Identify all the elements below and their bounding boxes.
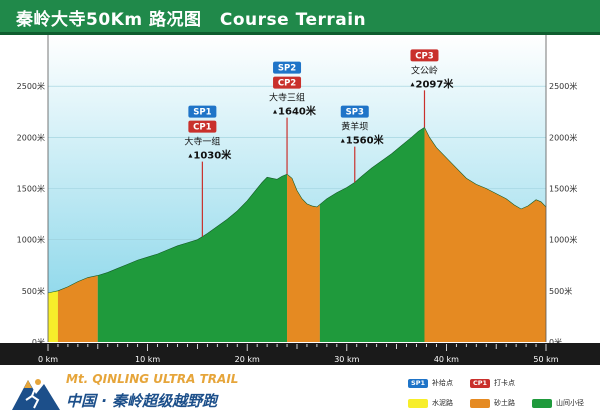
elevation-triangle-icon: [340, 138, 345, 143]
marker-badge: [410, 49, 439, 62]
marker-badge-label: SP3: [346, 108, 364, 118]
y-tick-label-right: 1000米: [549, 235, 577, 245]
axes: 0米 0米 500米 500米 1000米 1000米 1500米 1500米 2000米 200…: [0, 35, 600, 365]
x-tick-label: 50 km: [533, 355, 558, 364]
marker-elevation: 1640米: [278, 105, 317, 118]
legend-cp: CP1 打卡点: [470, 378, 515, 388]
marker-badge: [340, 105, 369, 118]
runner-logo-icon: [12, 379, 60, 410]
marker-badge: [188, 105, 217, 118]
x-tick-label: 30 km: [334, 355, 359, 364]
legend-cement: 水泥路: [408, 398, 453, 408]
marker-badge-label: CP1: [193, 123, 211, 133]
y-tick-label-left: 1000米: [17, 235, 45, 245]
legend-cement-swatch: [408, 398, 428, 408]
marker-name: 大寺三组: [269, 92, 305, 104]
elevation-triangle-icon: [273, 109, 278, 114]
marker-badge-label: CP3: [415, 51, 433, 61]
page-title: 秦岭大寺50Km 路况图 Course Terrain: [16, 5, 378, 30]
marker-badge: [188, 120, 217, 133]
marker-elevation: 2097米: [415, 77, 454, 90]
marker-name: 文公岭: [411, 64, 438, 76]
y-tick-label-left: 2000米: [17, 132, 45, 142]
marker-badge-label: CP2: [278, 79, 296, 89]
y-tick-label-right: 2500米: [549, 81, 577, 91]
x-tick-label: 40 km: [434, 355, 459, 364]
y-tick-label-right: 500米: [549, 286, 572, 296]
marker-badge-label: SP1: [193, 108, 211, 118]
legend-sand: 砂土路: [470, 398, 515, 408]
elevation-triangle-icon: [410, 82, 415, 87]
marker-name: 黄羊坝: [341, 121, 368, 133]
legend: SP1 补给点 CP1 打卡点 水泥路 砂土路 山间小径: [408, 374, 596, 416]
legend-sand-swatch: [470, 398, 490, 408]
y-tick-label-left: 500米: [22, 286, 45, 296]
marker-elevation: 1030米: [193, 149, 232, 162]
header-bar: 秦岭大寺50Km 路况图 Course Terrain: [0, 0, 600, 32]
title-chinese: 秦岭大寺50Km 路况图: [16, 10, 202, 30]
logo-english: Mt. QINLING ULTRA TRAIL: [66, 372, 239, 386]
legend-sp-badge: SP1: [408, 378, 428, 388]
terrain-outline: [47, 126, 547, 294]
legend-sp-label: 补给点: [432, 379, 453, 387]
elevation-chart: 0米 0米 500米 500米 1000米 1000米 1500米 1500米 2000米 200…: [0, 35, 600, 365]
footer: Mt. QINLING ULTRA TRAIL 中国 · 秦岭超级越野跑 SP1…: [0, 366, 600, 420]
legend-cp-label: 打卡点: [494, 379, 515, 387]
legend-trail-swatch: [532, 398, 552, 408]
legend-cp-badge: CP1: [470, 378, 490, 388]
marker-badge: [273, 76, 302, 89]
elevation-triangle-icon: [188, 153, 193, 158]
x-tick-label: 20 km: [235, 355, 260, 364]
y-tick-label-right: 1500米: [549, 184, 577, 194]
legend-sp: SP1 补给点: [408, 378, 453, 388]
x-tick-label: 0 km: [38, 355, 58, 364]
title-english: Course Terrain: [219, 10, 367, 30]
legend-trail: 山间小径: [532, 398, 584, 408]
legend-sand-label: 砂土路: [494, 399, 515, 407]
header-underline: [0, 32, 600, 35]
marker-badge-label: SP2: [278, 64, 296, 74]
y-tick-label-right: 2000米: [549, 132, 577, 142]
x-axis-bar: [0, 343, 600, 365]
marker-badge: [273, 61, 302, 74]
legend-cement-label: 水泥路: [432, 399, 453, 407]
y-tick-label-left: 0米: [32, 337, 45, 347]
logo-chinese: 中国 · 秦岭超级越野跑: [66, 392, 218, 410]
y-tick-label-left: 2500米: [17, 81, 45, 91]
y-tick-label-right: 0米: [549, 337, 562, 347]
y-tick-label-left: 1500米: [17, 184, 45, 194]
x-tick-label: 10 km: [135, 355, 160, 364]
legend-trail-label: 山间小径: [556, 399, 584, 407]
marker-name: 大寺一组: [184, 136, 220, 148]
marker-elevation: 1560米: [346, 134, 385, 147]
